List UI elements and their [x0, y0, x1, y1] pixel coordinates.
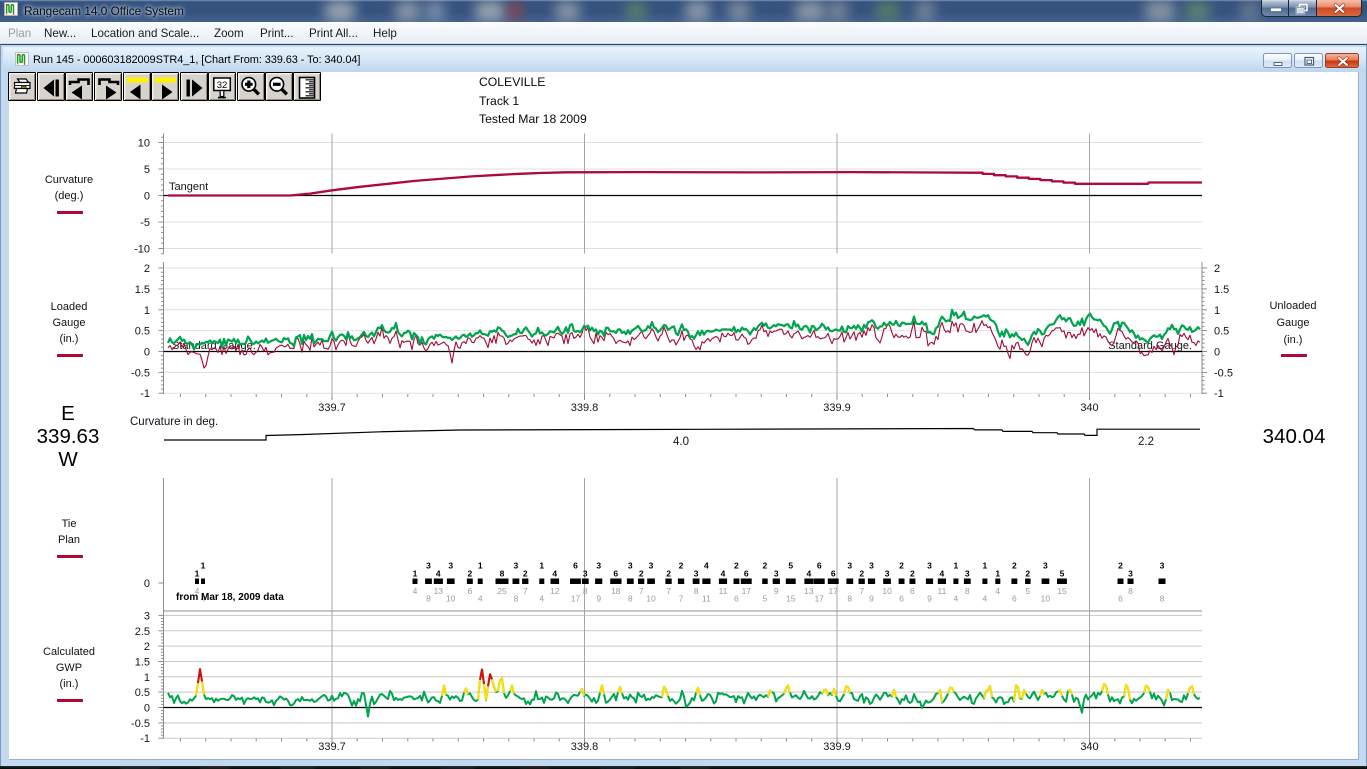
svg-text:32: 32	[217, 80, 228, 91]
